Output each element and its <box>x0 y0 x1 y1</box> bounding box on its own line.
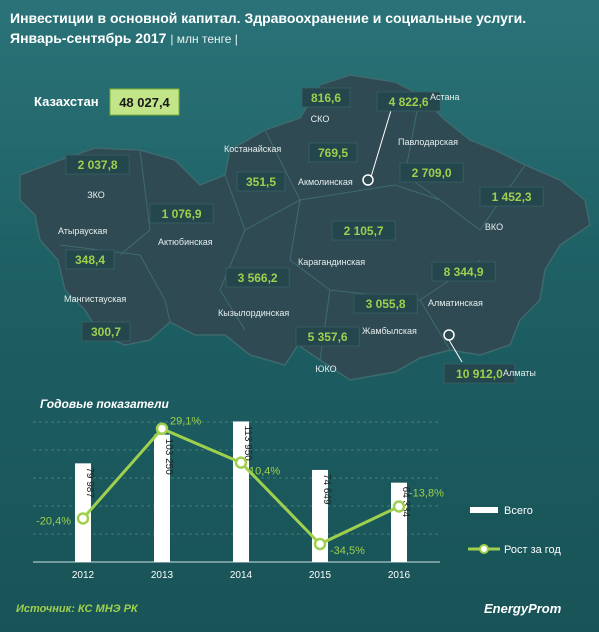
almaty-leader <box>448 339 463 363</box>
astana-marker <box>362 174 374 186</box>
region-12-name: Алматинская <box>428 298 483 308</box>
region-4-value-box <box>308 142 358 163</box>
region-10-name: Мангистауская <box>64 294 126 304</box>
title-unit: | млн тенге | <box>170 32 238 46</box>
region-4-value: 769,5 <box>318 146 348 160</box>
region-14-name: ЮКО <box>315 364 336 374</box>
source-note: Источник: КС МНЭ РК <box>16 603 138 615</box>
title-line-2: Январь-сентябрь 2017 | млн тенге | <box>10 28 526 49</box>
page-title: Инвестиции в основной капитал. Здравоохр… <box>10 8 526 49</box>
region-0-value: 816,6 <box>311 91 341 105</box>
chart-title: Годовые показатели <box>40 397 170 411</box>
region-14-value-box <box>295 326 360 347</box>
legend-line-marker <box>479 544 489 554</box>
region-1-name: Астана <box>430 92 460 102</box>
region-11-name: Кызылординская <box>218 308 289 318</box>
region-4-name: Акмолинская <box>298 177 353 187</box>
region-5-value-box <box>65 154 130 175</box>
region-11-value: 3 566,2 <box>238 271 278 285</box>
region-13-name: Жамбылская <box>362 326 417 336</box>
region-15-value: 10 912,0 <box>456 367 503 381</box>
x-tick-2016: 2016 <box>388 570 411 581</box>
region-6-value: 1 452,3 <box>492 190 532 204</box>
region-13-value: 3 055,8 <box>366 297 406 311</box>
growth-point-2016 <box>392 500 406 513</box>
region-15-value-box <box>443 363 516 384</box>
x-tick-2015: 2015 <box>309 570 332 581</box>
region-13-value-box <box>353 293 418 314</box>
legend-bar-swatch <box>470 507 498 513</box>
astana-leader <box>370 106 393 178</box>
kazakhstan-label: Казахстан <box>34 94 99 109</box>
region-9-value-box <box>331 220 396 241</box>
legend-bar-label: Всего <box>504 505 533 517</box>
region-1-value-box <box>376 91 441 112</box>
region-6-name: ВКО <box>485 222 503 232</box>
region-2-value: 2 709,0 <box>412 166 452 180</box>
region-12-value-box <box>431 261 496 282</box>
growth-label-2015: -34,5% <box>330 545 365 557</box>
growth-point-2014 <box>234 456 248 469</box>
kazakhstan-value: 48 027,4 <box>119 95 170 110</box>
region-2-name: Павлодарская <box>398 137 458 147</box>
region-7-name: Актюбинская <box>158 237 213 247</box>
kazakhstan-value-box <box>109 88 180 116</box>
title-period: Январь-сентябрь 2017 <box>10 30 167 46</box>
title-line-1: Инвестиции в основной капитал. Здравоохр… <box>10 10 527 26</box>
region-2-value-box <box>399 162 464 183</box>
region-7-value-box <box>149 203 214 224</box>
region-0-value-box <box>301 87 351 108</box>
region-3-name: Костанайская <box>224 144 281 154</box>
growth-label-2014: 10,4% <box>249 466 280 478</box>
region-10-value: 300,7 <box>91 325 121 339</box>
x-tick-2012: 2012 <box>72 570 95 581</box>
bar-label-2015: 74 649 <box>321 474 332 505</box>
region-1-value: 4 822,6 <box>389 95 429 109</box>
growth-label-2013: 29,1% <box>170 416 201 428</box>
x-tick-2013: 2013 <box>151 570 174 581</box>
growth-point-2012 <box>76 512 90 525</box>
bar-label-2013: 103 250 <box>163 439 174 476</box>
legend-line-label: Рост за год <box>504 544 561 556</box>
region-8-value: 348,4 <box>75 253 105 267</box>
bar-label-2014: 113 950 <box>242 425 253 461</box>
region-8-name: Атырауская <box>58 226 107 236</box>
x-tick-2014: 2014 <box>230 570 253 581</box>
energyprom-logo: EnergyProm <box>484 601 562 616</box>
bar-2013 <box>154 434 170 562</box>
region-9-name: Карагандинская <box>298 257 365 267</box>
region-7-value: 1 076,9 <box>162 207 202 221</box>
bar-label-2016: 64 334 <box>400 487 411 518</box>
kazakhstan-map <box>19 74 591 381</box>
bar-label-2012: 79 987 <box>84 467 95 498</box>
growth-point-2013 <box>155 422 169 435</box>
region-3-value: 351,5 <box>246 175 276 189</box>
growth-point-2015 <box>313 537 327 551</box>
growth-label-2016: -13,8% <box>409 487 444 499</box>
region-10-value-box <box>81 321 131 342</box>
region-5-value: 2 037,8 <box>78 158 118 172</box>
region-15-name: Алматы <box>503 368 536 378</box>
region-14-value: 5 357,6 <box>308 330 348 344</box>
bar-2014 <box>233 421 249 562</box>
region-12-value: 8 344,9 <box>444 265 484 279</box>
region-5-name: ЗКО <box>87 190 105 200</box>
region-8-value-box <box>65 249 115 270</box>
region-0-name: СКО <box>311 114 330 124</box>
region-9-value: 2 105,7 <box>344 224 384 238</box>
region-11-value-box <box>225 267 290 288</box>
growth-label-2012: -20,4% <box>36 515 71 527</box>
region-6-value-box <box>479 186 544 207</box>
region-3-value-box <box>236 171 286 192</box>
